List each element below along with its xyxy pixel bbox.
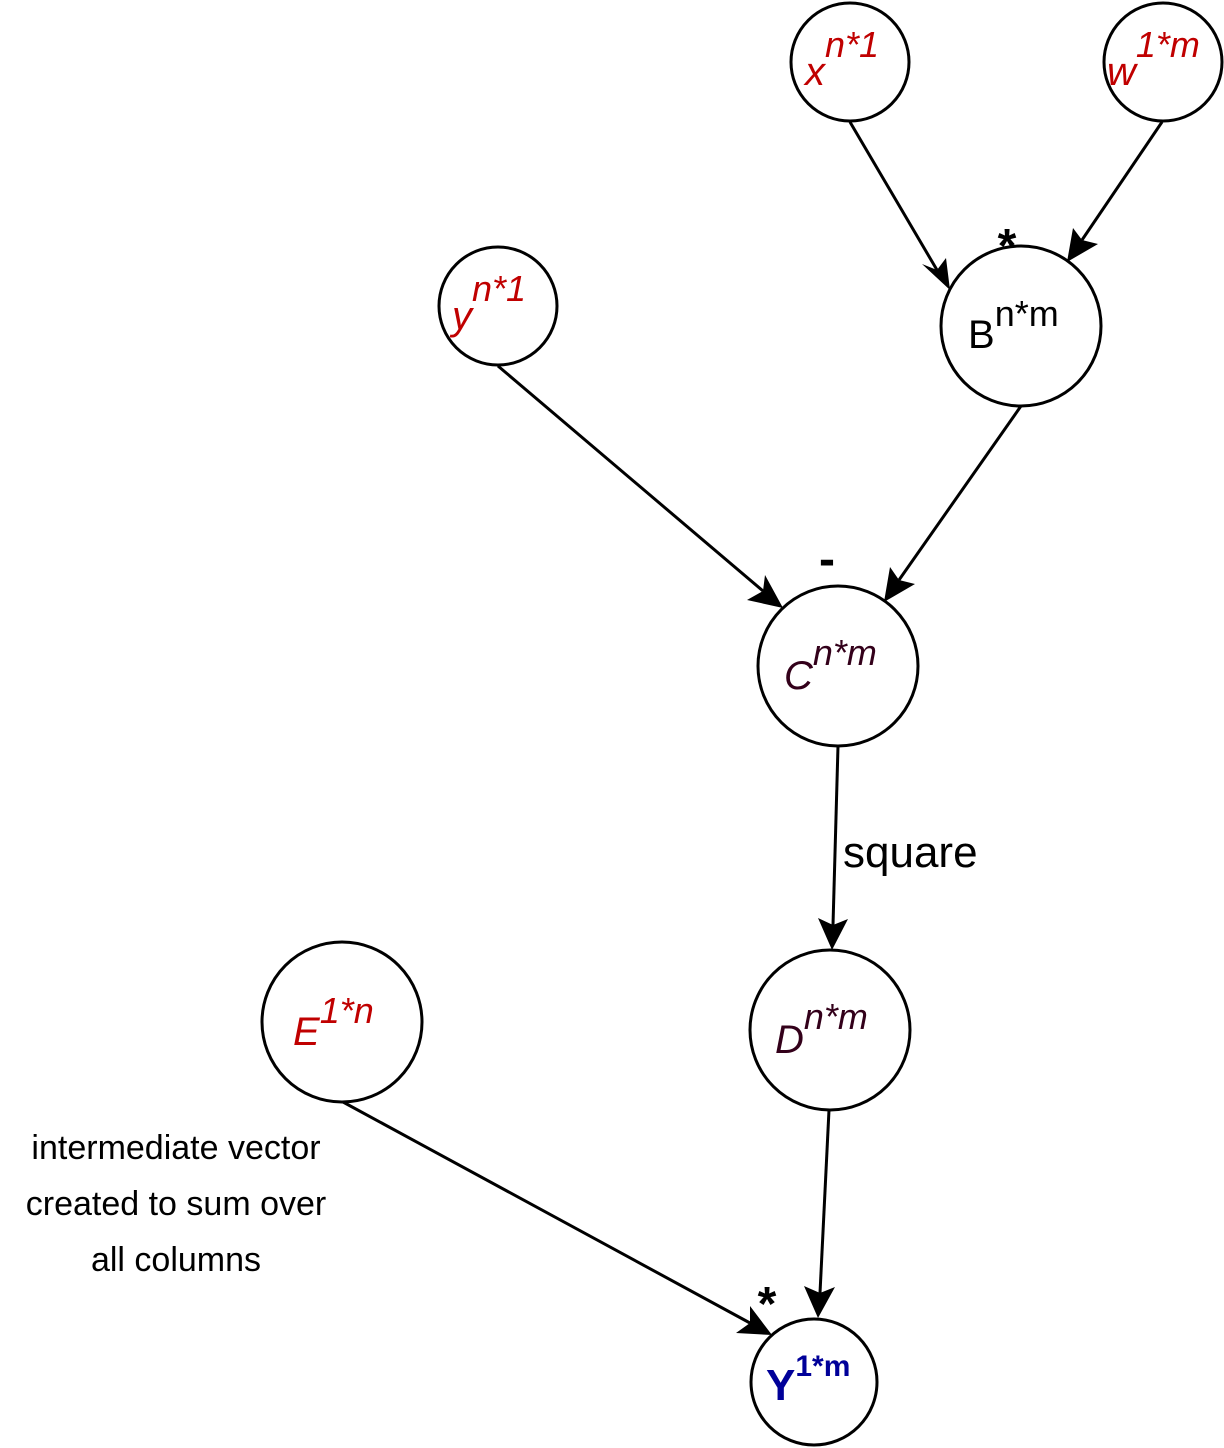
arrowhead-E-to-Y (736, 1306, 772, 1335)
edge-w-to-B (1080, 121, 1164, 241)
edge-y-to-C (497, 364, 764, 593)
node-C-label: Cn*m (784, 632, 877, 698)
node-D: Dn*m (748, 948, 912, 1112)
edge-label-square: square (843, 828, 978, 877)
node-y: yn*1 (437, 245, 559, 367)
node-C: Cn*m (756, 584, 920, 748)
arrowhead-B-to-C (884, 567, 915, 602)
node-B-label: Bn*m (968, 293, 1059, 357)
arrowhead-w-to-B (1067, 228, 1098, 262)
edge-E-to-Y (342, 1100, 751, 1325)
operator-subtract-C: - (819, 533, 835, 586)
edge-D-to-Y (818, 1109, 831, 1294)
node-Y-label: Y1*m (766, 1350, 850, 1410)
edge-C-to-D (831, 745, 840, 926)
node-w-label: w1*m (1107, 24, 1200, 94)
note-line: all columns (90, 1241, 262, 1279)
node-y-label: yn*1 (449, 268, 526, 338)
operator-multiply-Y: * (758, 1278, 777, 1331)
node-x-label: xn*1 (803, 24, 879, 94)
note-line: intermediate vector (31, 1129, 321, 1167)
operator-multiply-B: * (998, 220, 1017, 273)
node-B: Bn*m (939, 244, 1103, 408)
note-line: created to sum over (25, 1185, 327, 1223)
note-text: intermediate vector created to sum over … (0, 1120, 352, 1288)
node-E-label: E1*n (293, 990, 374, 1054)
node-Y: Y1*m (749, 1317, 879, 1447)
node-w: w1*m (1102, 1, 1224, 123)
arrowhead-D-to-Y (804, 1286, 835, 1318)
arrowhead-x-to-B (922, 258, 950, 290)
arrowhead-C-to-D (818, 918, 848, 950)
edge-B-to-C (897, 405, 1023, 581)
node-E: E1*n (260, 940, 424, 1104)
edges (342, 121, 1164, 1335)
node-x: xn*1 (789, 1, 911, 123)
edge-x-to-B (848, 121, 939, 271)
arrowhead-y-to-C (747, 575, 783, 608)
node-D-label: Dn*m (775, 996, 868, 1062)
